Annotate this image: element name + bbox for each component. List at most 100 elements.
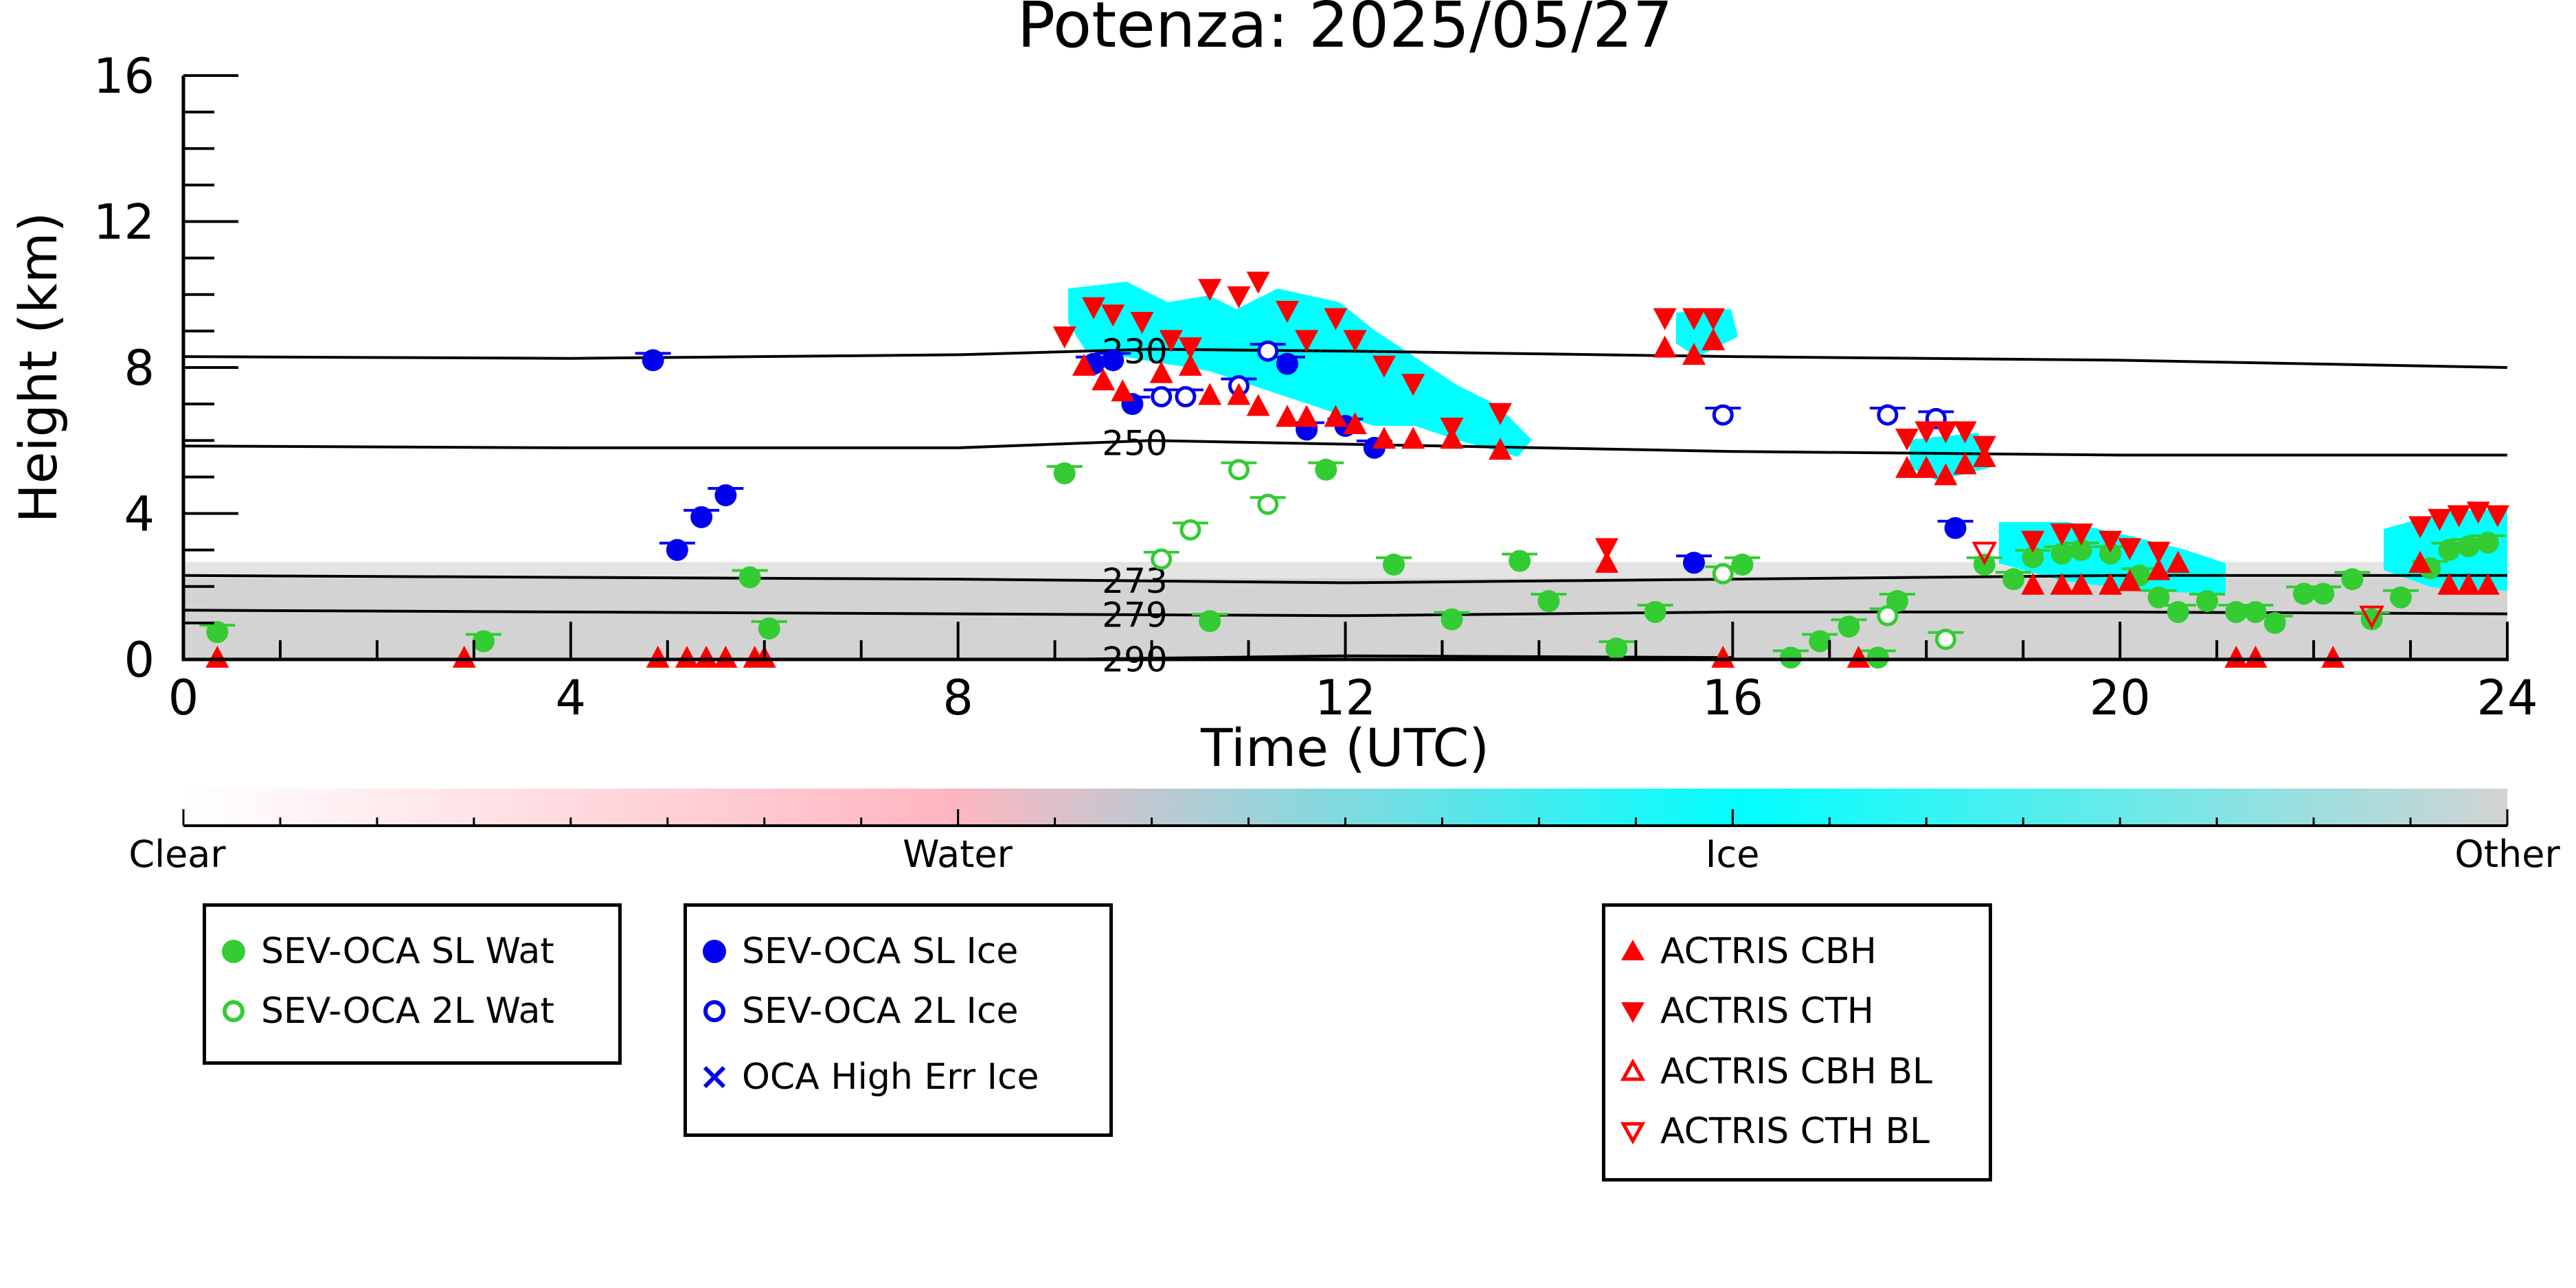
marker-sev-oca-sl-ice — [1276, 352, 1298, 375]
marker-actris-cbh — [1914, 455, 1939, 478]
y-tick-label: 4 — [124, 486, 155, 543]
colorbar-label-clear: Clear — [128, 833, 226, 876]
x-tick-label: 12 — [1315, 670, 1376, 726]
marker-actris-cth — [2447, 505, 2471, 528]
marker-actris-cth — [1198, 279, 1222, 302]
marker-sev-oca-sl-wat — [2022, 546, 2044, 569]
marker-actris-cth — [1227, 286, 1251, 308]
marker-sev-oca-sl-wat — [2196, 590, 2219, 612]
filled-circle-icon — [206, 931, 261, 972]
colorbar-label-water: Water — [903, 833, 1013, 876]
marker-actris-cth — [2021, 530, 2045, 553]
isotherm-line — [183, 609, 2507, 618]
marker-sev-oca-2l-wat — [1877, 605, 1899, 626]
y-tick-label: 16 — [93, 48, 155, 104]
isotherm-label: 250 — [1102, 423, 1167, 463]
marker-actris-cbh — [1324, 405, 1348, 427]
marker-sev-oca-sl-wat — [1838, 615, 1860, 638]
legend-item-2l-wat: SEV-OCA 2L Wat — [206, 991, 554, 1032]
marker-actris-cbh — [2456, 572, 2481, 595]
marker-actris-cth — [1052, 326, 1076, 349]
legend-actris: ACTRIS CBH ACTRIS CTH ACTRIS CBH BL ACTR… — [1602, 903, 1992, 1182]
marker-sev-oca-2l-wat — [1228, 459, 1250, 481]
marker-sev-oca-sl-wat — [2312, 583, 2335, 605]
marker-actris-cth — [1440, 418, 1464, 440]
legend-label: ACTRIS CTH — [1660, 991, 1874, 1032]
marker-sev-oca-sl-wat — [1382, 553, 1405, 576]
marker-actris-cth — [1489, 403, 1513, 425]
marker-actris-cth — [1372, 355, 1396, 378]
marker-sev-oca-2l-ice — [1151, 386, 1173, 407]
marker-sev-oca-sl-ice — [1102, 349, 1125, 372]
marker-sev-oca-sl-wat — [758, 617, 780, 640]
marker-actris-cth — [2428, 508, 2452, 531]
x-tick-label: 20 — [2090, 670, 2151, 726]
triangle-down-icon — [1605, 991, 1660, 1032]
marker-actris-cth — [1653, 308, 1677, 330]
legend-item-cbh: ACTRIS CBH — [1605, 931, 1877, 972]
marker-sev-oca-2l-wat — [1179, 519, 1201, 541]
marker-actris-cbh — [2021, 572, 2045, 595]
marker-actris-cth — [1702, 308, 1726, 330]
colorbar-label-ice: Ice — [1706, 833, 1760, 876]
legend-item-high-err-ice: OCA High Err Ice — [687, 1057, 1039, 1098]
x-tick-label: 24 — [2476, 670, 2538, 726]
marker-actris-cbh — [1895, 455, 1919, 478]
marker-sev-oca-sl-wat — [1809, 630, 1831, 653]
marker-actris-cbh — [1702, 328, 1726, 350]
marker-sev-oca-sl-wat — [2438, 539, 2461, 561]
marker-actris-cbh — [646, 646, 670, 668]
marker-sev-oca-sl-wat — [472, 630, 495, 653]
marker-sev-oca-sl-wat — [2147, 586, 2170, 609]
marker-actris-cbh — [675, 646, 699, 668]
colorbar-label-other: Other — [2454, 833, 2560, 876]
marker-actris-cth — [1953, 421, 1977, 444]
marker-actris-cth — [2408, 516, 2432, 539]
marker-actris-cbh — [2224, 646, 2248, 668]
marker-sev-oca-sl-wat — [2341, 568, 2364, 591]
ice-cloud-region-1 — [1068, 282, 1532, 457]
marker-actris-cbh — [1595, 550, 1619, 573]
isotherm-line — [183, 348, 2507, 369]
y-axis-label: Height (km) — [8, 212, 69, 523]
marker-actris-cth — [2069, 523, 2093, 546]
marker-actris-cth — [1101, 304, 1125, 327]
legend-label: OCA High Err Ice — [742, 1057, 1039, 1098]
marker-sev-oca-2l-ice — [1877, 404, 1899, 426]
marker-actris-cbh — [2099, 572, 2123, 595]
marker-sev-oca-sl-wat — [1315, 458, 1337, 481]
open-circle-icon — [687, 991, 742, 1032]
data-markers — [199, 271, 2509, 669]
marker-sev-oca-sl-wat — [1053, 462, 1076, 485]
legend-item-cbh-bl: ACTRIS CBH BL — [1605, 1051, 1932, 1092]
marker-sev-oca-sl-ice — [1682, 552, 1705, 574]
marker-sev-oca-2l-ice — [1257, 340, 1279, 362]
marker-actris-cbh — [452, 646, 476, 668]
marker-sev-oca-sl-wat — [2476, 532, 2499, 554]
marker-actris-cth — [1130, 311, 1154, 334]
isotherm-line — [183, 439, 2507, 457]
marker-actris-cbh — [1953, 452, 1977, 475]
marker-actris-cbh — [1149, 361, 1173, 383]
marker-actris-cbh — [1178, 354, 1202, 376]
marker-sev-oca-sl-wat — [1509, 550, 1531, 572]
marker-actris-cbh — [1682, 343, 1706, 365]
marker-sev-oca-sl-wat — [2099, 542, 2122, 565]
legend-item-sl-wat: SEV-OCA SL Wat — [206, 931, 554, 972]
marker-actris-cth — [1972, 436, 1996, 458]
x-ticks: 0 4 8 12 16 20 24 — [168, 622, 2538, 726]
marker-sev-oca-sl-ice — [642, 349, 664, 372]
marker-actris-cbh — [1401, 427, 1425, 449]
filled-circle-icon — [687, 931, 742, 972]
marker-actris-cth — [2485, 505, 2509, 528]
marker-actris-cbh — [694, 646, 719, 668]
legend-water: SEV-OCA SL Wat SEV-OCA 2L Wat — [203, 903, 622, 1065]
x-tick-label: 8 — [942, 670, 973, 726]
legend-ice: SEV-OCA SL Ice SEV-OCA 2L Ice OCA High E… — [683, 903, 1113, 1137]
marker-actris-cbh — [1846, 646, 1871, 668]
marker-sev-oca-sl-wat — [2050, 542, 2073, 565]
marker-actris-cth — [2466, 501, 2490, 524]
marker-actris-cth — [1178, 337, 1202, 360]
marker-actris-cbh — [1343, 412, 1367, 434]
